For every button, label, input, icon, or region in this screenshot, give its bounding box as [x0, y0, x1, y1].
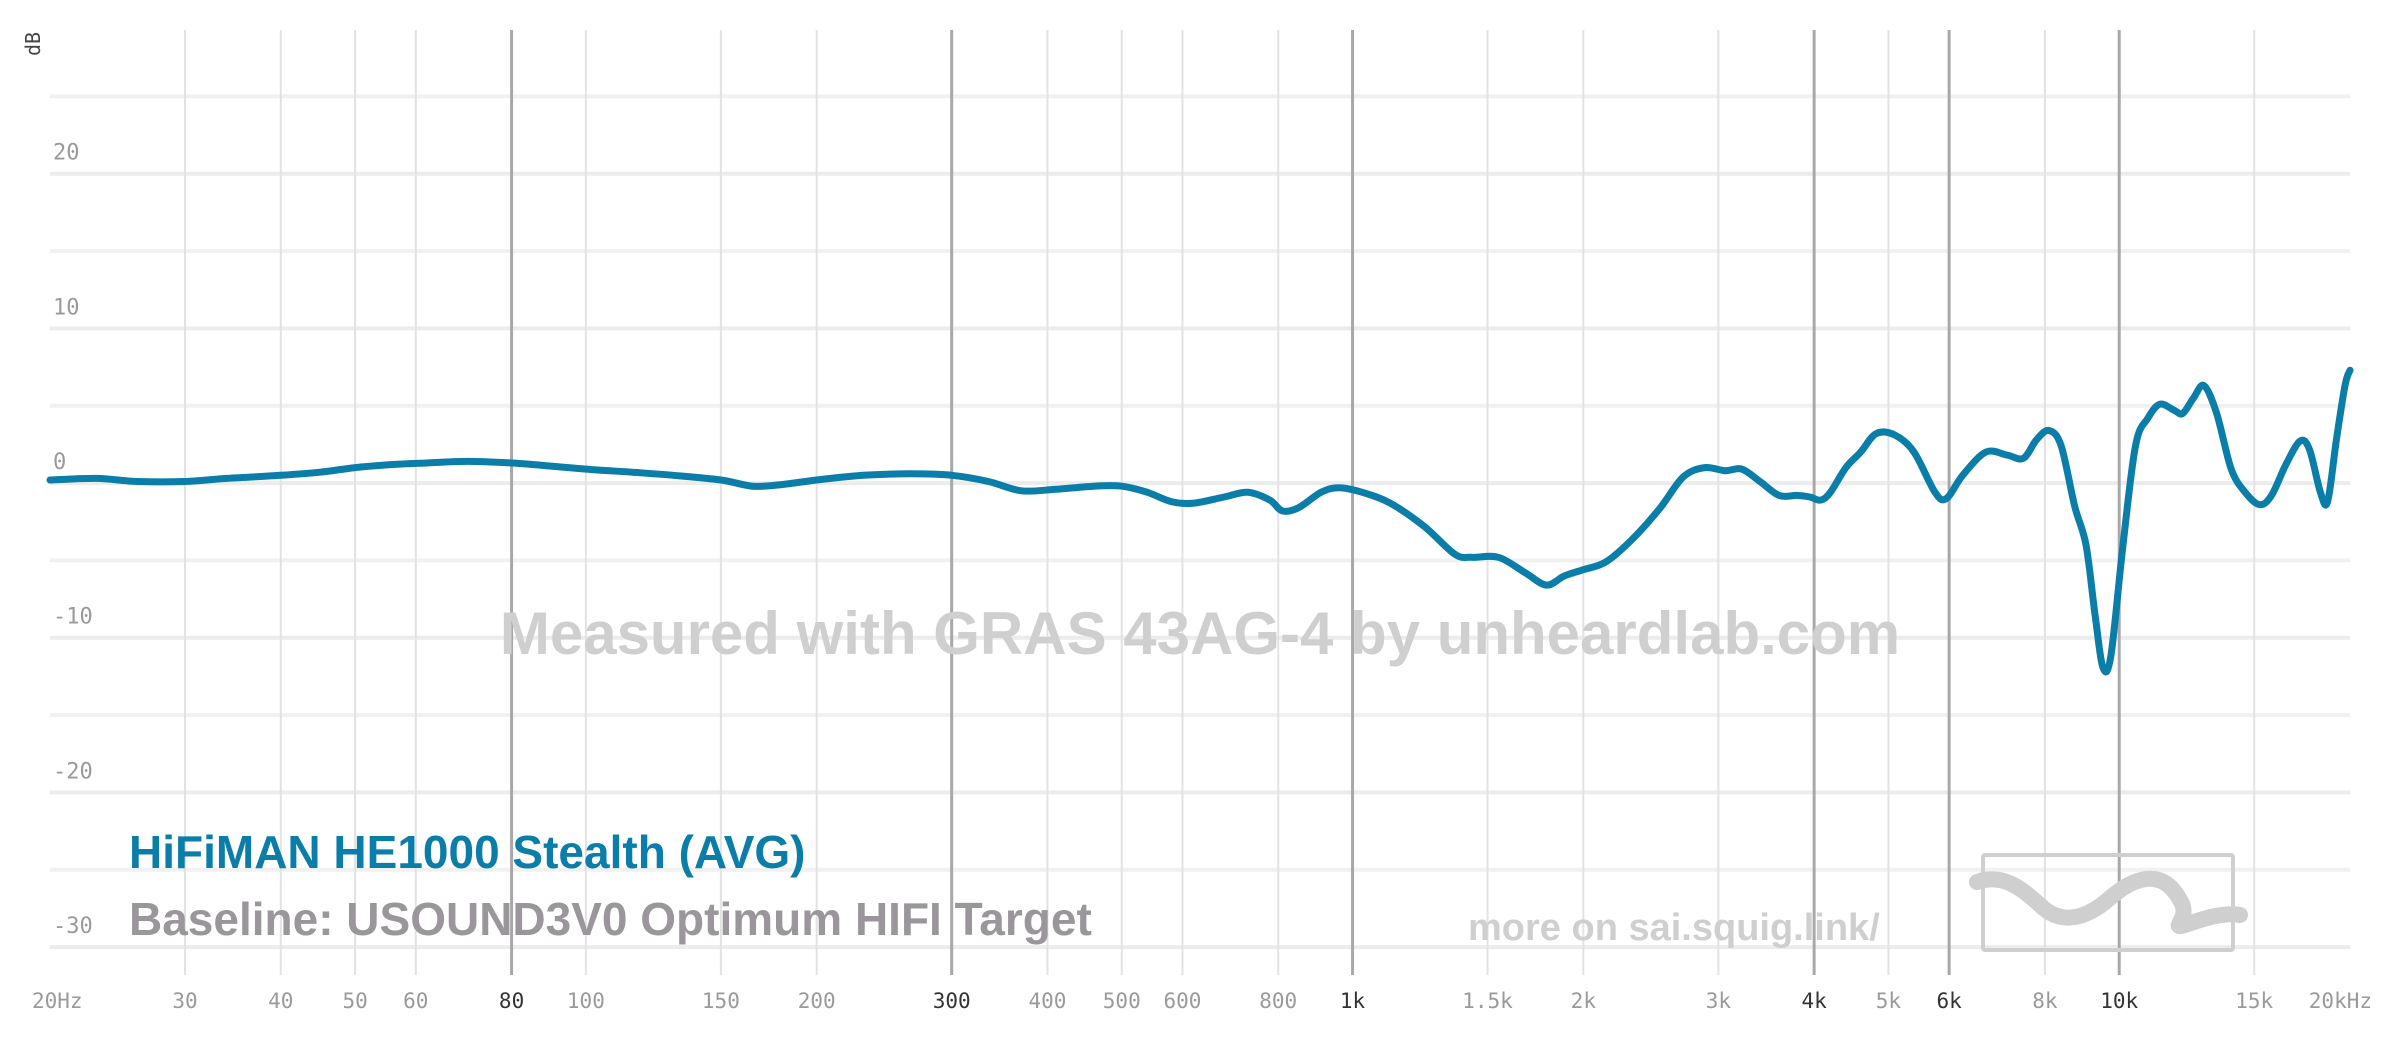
x-tick-label: 50: [342, 989, 367, 1013]
series-line-he1000-stealth: [46, 366, 2354, 676]
x-tick-label: 100: [567, 989, 605, 1013]
legend-baseline-label: Baseline: USOUND3V0 Optimum HIFI Target: [129, 893, 1092, 945]
x-tick-label: 15k: [2235, 989, 2273, 1013]
x-tick-label: 30: [172, 989, 197, 1013]
x-tick-label: 500: [1103, 989, 1141, 1013]
x-tick-label: 20Hz: [32, 989, 83, 1013]
x-tick-label: 40: [268, 989, 293, 1013]
x-tick-label: 200: [798, 989, 836, 1013]
squiglink-more-link[interactable]: more on sai.squig.link/: [1468, 907, 1880, 949]
x-tick-label: 10k: [2100, 989, 2138, 1013]
x-tick-label: 4k: [1801, 989, 1827, 1013]
y-tick-label: -20: [53, 759, 93, 784]
measurement-watermark: Measured with GRAS 43AG-4 by unheardlab.…: [500, 600, 1900, 667]
series-lines: [46, 366, 2354, 676]
x-tick-label: 150: [702, 989, 740, 1013]
x-tick-label: 8k: [2032, 989, 2058, 1013]
legend-series-label: HiFiMAN HE1000 Stealth (AVG): [129, 826, 805, 878]
y-tick-label: 20: [53, 141, 80, 166]
x-tick-label: 300: [933, 989, 971, 1013]
y-tick-label: -30: [53, 914, 93, 939]
x-tick-label: 1.5k: [1462, 989, 1513, 1013]
squiglink-wave-logo-icon: [1969, 853, 2248, 952]
x-tick-label: 6k: [1936, 989, 1962, 1013]
x-tick-label: 1k: [1340, 989, 1366, 1013]
y-tick-label: 10: [53, 295, 80, 320]
x-tick-label: 400: [1028, 989, 1066, 1013]
y-tick-label: -10: [53, 605, 93, 630]
grid: [50, 30, 2350, 975]
y-axis-unit-label: dB: [21, 32, 45, 56]
y-tick-label: 0: [53, 450, 66, 475]
x-axis-ticks: 20Hz 30 40 50 60 80 100 150 200 300 400 500 600 800 1k…: [32, 989, 2372, 1013]
x-tick-label: 20kHz: [2309, 989, 2372, 1013]
x-tick-label: 5k: [1876, 989, 1902, 1013]
x-tick-label: 2k: [1571, 989, 1597, 1013]
x-tick-label: 60: [403, 989, 428, 1013]
x-tick-label: 600: [1163, 989, 1201, 1013]
y-axis-ticks: 20 10 0 -10 -20 -30: [53, 141, 93, 939]
x-tick-label: 800: [1259, 989, 1297, 1013]
x-tick-label: 80: [499, 989, 524, 1013]
x-tick-label: 3k: [1706, 989, 1732, 1013]
